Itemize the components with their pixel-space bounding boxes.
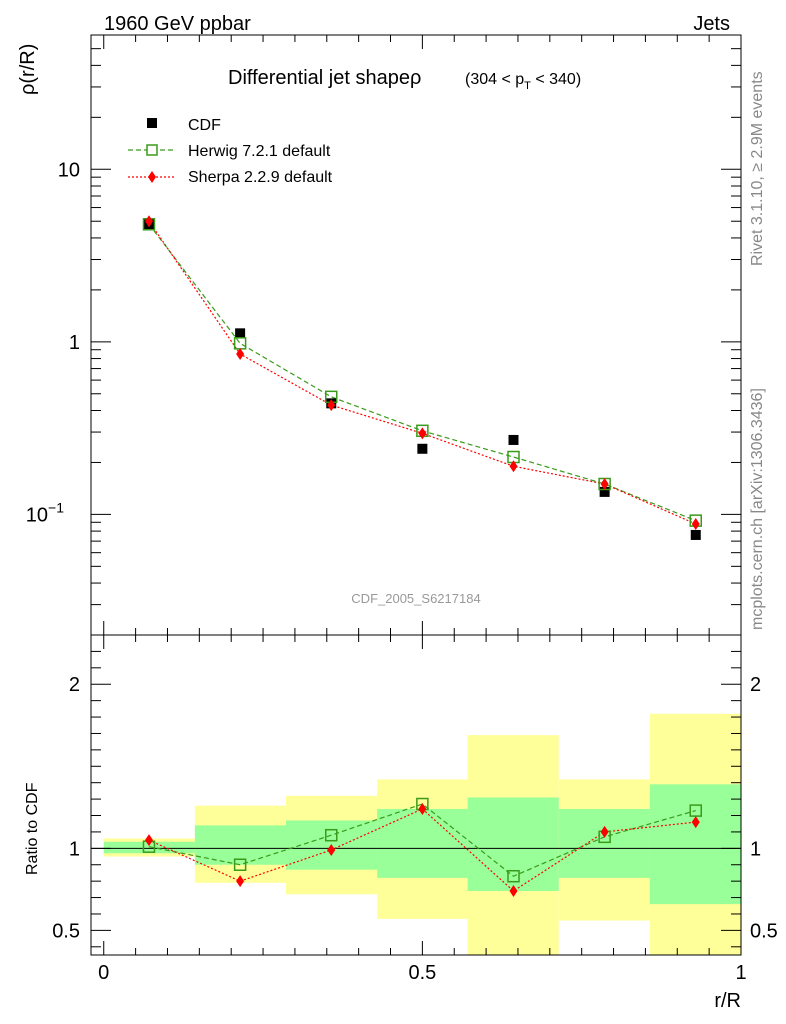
main-point-cdf-3: [417, 443, 428, 454]
band-green-4: [467, 797, 559, 891]
main-ytick-label-0: 10: [58, 159, 80, 181]
ratio-point-sherpa-3: [418, 802, 427, 815]
chart-title-range: (304 < pT < 340): [465, 71, 581, 92]
x-axis-label: r/R: [714, 990, 741, 1012]
ratio-ytick-label-left-1: 1: [69, 838, 80, 860]
ratio-point-sherpa-1: [236, 875, 245, 888]
main-point-sherpa-2: [327, 399, 336, 412]
legend-label-herwig: Herwig 7.2.1 default: [188, 143, 331, 160]
ratio-panel: 2 21 10.5 0.5 0 0.5 1 Ratio to CDF r/R: [24, 634, 778, 1012]
ratio-uncertainty-bands: [103, 713, 741, 955]
main-line-sherpa: [148, 220, 696, 525]
band-green-1: [194, 825, 286, 865]
rivet-label: Rivet 3.1.10, ≥ 2.9M events: [749, 71, 766, 266]
main-point-sherpa-0: [144, 215, 153, 228]
mcplots-label: mcplots.cern.ch [arXiv:1306.3436]: [749, 388, 766, 630]
chart-title-range-suffix: < 340): [531, 71, 581, 88]
ratio-series: [142, 797, 703, 897]
main-ytick-label-2: 10−1: [26, 499, 64, 526]
band-green-6: [649, 784, 741, 905]
xtick-label-1: 0.5: [408, 962, 436, 984]
main-point-sherpa-1: [236, 348, 245, 361]
ratio-y-axis-label: Ratio to CDF: [24, 782, 41, 875]
process-label: Jets: [693, 13, 730, 35]
ratio-point-sherpa-0: [144, 834, 153, 847]
main-ytick-label-1: 1: [69, 332, 80, 354]
ratio-point-sherpa-4: [509, 885, 518, 897]
ratio-ytick-label-left-0: 2: [69, 674, 80, 696]
legend-entry-cdf: CDF: [147, 117, 221, 134]
main-point-cdf-6: [690, 529, 701, 540]
energy-label: 1960 GeV ppbar: [104, 13, 251, 35]
main-ticks: [91, 34, 742, 636]
ratio-frame: [90, 634, 742, 956]
chart-title: Differential jet shapeρ (304 < pT < 340): [228, 67, 581, 92]
main-point-sherpa-4: [509, 460, 518, 473]
ratio-point-sherpa-2: [327, 843, 336, 856]
band-green-0: [103, 841, 195, 854]
legend-label-cdf: CDF: [188, 117, 221, 134]
chart-title-range-sub: T: [524, 80, 531, 92]
main-point-cdf-4: [508, 434, 519, 445]
x-tick-labels: 0 0.5 1: [98, 962, 746, 984]
legend: CDF Herwig 7.2.1 default Sherpa 2.2.9 de…: [128, 117, 333, 186]
xtick-label-2: 1: [735, 962, 746, 984]
band-green-5: [558, 808, 650, 878]
main-point-herwig-1: [233, 337, 247, 350]
legend-entry-herwig: Herwig 7.2.1 default: [128, 143, 331, 160]
analysis-watermark: CDF_2005_S6217184: [351, 591, 480, 606]
main-panel: 10 1 10−1 ρ(r/R) Differential jet shapeρ (…: [17, 34, 742, 636]
main-y-tick-labels: 10 1 10−1: [26, 159, 80, 526]
ratio-point-sherpa-5: [600, 825, 609, 838]
main-point-sherpa-3: [418, 427, 427, 440]
ratio-point-herwig-2: [324, 828, 338, 842]
main-point-cdf-5: [599, 486, 610, 497]
ratio-ytick-label-right-1: 1: [750, 838, 761, 860]
ratio-ytick-label-right-0: 2: [750, 674, 761, 696]
chart-title-range-prefix: (304 < p: [465, 71, 524, 88]
main-line-herwig: [148, 223, 696, 522]
ratio-y-tick-labels: 2 2 1 1 0.5 0.5: [52, 674, 778, 942]
main-series: [142, 215, 703, 540]
legend-marker-sherpa: [148, 171, 156, 183]
legend-entry-sherpa: Sherpa 2.2.9 default: [128, 169, 333, 186]
legend-label-sherpa: Sherpa 2.2.9 default: [188, 169, 333, 186]
ratio-point-herwig-4: [507, 869, 520, 883]
main-y-axis-label: ρ(r/R): [17, 44, 39, 95]
band-green-3: [377, 808, 468, 878]
main-point-sherpa-5: [600, 478, 609, 491]
legend-marker-cdf: [147, 118, 157, 128]
main-point-cdf-1: [235, 328, 246, 339]
ratio-ytick-label-right-2: 0.5: [750, 920, 778, 942]
ratio-point-sherpa-6: [691, 816, 700, 829]
xtick-label-0: 0: [98, 962, 109, 984]
legend-marker-herwig: [146, 144, 158, 156]
ratio-ytick-label-left-2: 0.5: [52, 920, 80, 942]
ratio-ticks: [91, 635, 742, 955]
ratio-point-herwig-1: [233, 858, 247, 871]
main-point-sherpa-6: [691, 517, 700, 530]
chart-title-main: Differential jet shapeρ: [228, 67, 421, 89]
